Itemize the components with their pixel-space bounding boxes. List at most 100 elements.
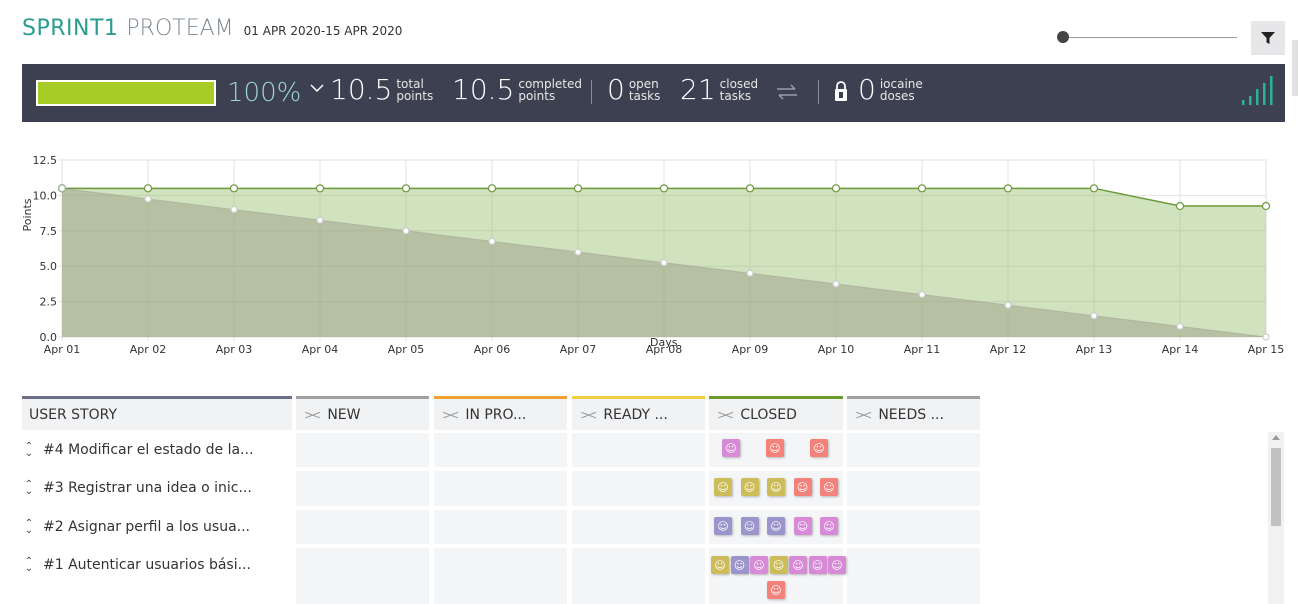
data-point bbox=[746, 269, 754, 277]
data-point bbox=[1175, 201, 1185, 211]
data-point bbox=[917, 184, 927, 193]
y-axis-label: Points bbox=[21, 198, 34, 231]
progress-bar bbox=[36, 80, 216, 106]
column-label: CLOSED bbox=[740, 406, 797, 423]
task-card[interactable]: ☺ bbox=[808, 556, 827, 574]
data-point bbox=[402, 227, 410, 235]
y-tick-label: 7.5 bbox=[40, 225, 58, 238]
data-point bbox=[745, 184, 755, 193]
task-card[interactable]: ☺ bbox=[767, 478, 785, 496]
data-point bbox=[487, 184, 497, 193]
x-tick-label: Apr 07 bbox=[560, 343, 597, 356]
y-tick-label: 10.0 bbox=[33, 189, 58, 202]
completed-points-stat: 10.5 completed points bbox=[452, 76, 582, 104]
fold-column-icon[interactable]: > < bbox=[580, 407, 597, 422]
data-point bbox=[573, 184, 583, 193]
total-points-label: total points bbox=[396, 78, 433, 102]
graph-toggle-icon[interactable] bbox=[1240, 74, 1274, 106]
task-card[interactable]: ☺ bbox=[750, 556, 768, 574]
scroll-up-arrow[interactable] bbox=[1272, 435, 1280, 440]
data-point bbox=[659, 184, 669, 193]
filter-icon bbox=[1261, 32, 1275, 44]
column-header[interactable]: > < NEEDS ... bbox=[847, 396, 980, 430]
divider bbox=[591, 80, 592, 104]
column-header[interactable]: > < CLOSED bbox=[709, 396, 843, 430]
y-axis-ticks: 0.0 2.5 5.0 7.5 10.0 12.5 bbox=[33, 154, 58, 344]
progress-percent: 100% bbox=[227, 78, 302, 108]
task-card[interactable]: ☺ bbox=[711, 556, 729, 574]
column-header[interactable]: > < READY ... bbox=[572, 396, 705, 430]
task-card[interactable]: ☺ bbox=[767, 517, 785, 535]
iocaine-label: iocaine doses bbox=[880, 78, 923, 102]
task-card[interactable]: ☺ bbox=[828, 556, 846, 574]
task-card[interactable]: ☺ bbox=[740, 517, 759, 535]
fold-column-icon[interactable]: > < bbox=[855, 407, 872, 422]
task-card[interactable]: ☺ bbox=[769, 556, 788, 574]
task-card[interactable]: ☺ bbox=[722, 439, 740, 457]
x-tick-label: Apr 15 bbox=[1248, 343, 1285, 356]
board-cell bbox=[434, 433, 567, 467]
column-label: READY ... bbox=[603, 406, 668, 423]
user-story-row[interactable]: ⌃ ⌄ #3 Registrar una idea o inic... bbox=[22, 471, 292, 505]
label-line: tasks bbox=[719, 89, 752, 103]
task-card[interactable]: ☺ bbox=[766, 439, 784, 457]
board-cell bbox=[296, 510, 429, 544]
user-story-row[interactable]: ⌃ ⌄ #4 Modificar el estado de la... bbox=[22, 433, 292, 467]
task-card[interactable]: ☺ bbox=[730, 556, 749, 574]
board-cell bbox=[434, 471, 567, 506]
chevron-down-icon[interactable] bbox=[310, 81, 324, 95]
label-line: completed bbox=[518, 77, 583, 91]
data-point bbox=[58, 184, 66, 192]
user-story-title[interactable]: #4 Modificar el estado de la... bbox=[43, 442, 254, 458]
task-card[interactable]: ☺ bbox=[820, 517, 838, 535]
task-card[interactable]: ☺ bbox=[820, 478, 838, 496]
task-card[interactable]: ☺ bbox=[793, 478, 812, 496]
user-story-title[interactable]: #3 Registrar una idea o inic... bbox=[43, 480, 252, 496]
task-card[interactable]: ☺ bbox=[793, 517, 812, 535]
slider-knob[interactable] bbox=[1057, 31, 1069, 43]
user-story-row[interactable]: ⌃ ⌄ #1 Autenticar usuarios bási... bbox=[22, 548, 292, 582]
expand-row-icon[interactable]: ⌃ ⌄ bbox=[24, 556, 34, 574]
column-header[interactable]: > < NEW bbox=[296, 396, 429, 430]
task-card[interactable]: ☺ bbox=[767, 581, 785, 599]
label-line: tasks bbox=[628, 89, 661, 103]
board-cell bbox=[572, 433, 705, 467]
expand-row-icon[interactable]: ⌃ ⌄ bbox=[24, 518, 34, 536]
expand-row-icon[interactable]: ⌃ ⌄ bbox=[24, 441, 34, 459]
data-point bbox=[401, 184, 411, 193]
y-tick-label: 12.5 bbox=[33, 154, 58, 167]
y-tick-label: 2.5 bbox=[40, 296, 58, 309]
task-card[interactable]: ☺ bbox=[740, 478, 759, 496]
board-cell bbox=[434, 510, 567, 544]
board-cell bbox=[296, 433, 429, 467]
y-tick-label: 5.0 bbox=[40, 260, 58, 273]
expand-row-icon[interactable]: ⌃ ⌄ bbox=[24, 479, 34, 497]
task-card[interactable]: ☺ bbox=[789, 556, 807, 574]
user-story-title[interactable]: #2 Asignar perfil a los usua... bbox=[43, 519, 251, 535]
user-story-row[interactable]: ⌃ ⌄ #2 Asignar perfil a los usua... bbox=[22, 510, 292, 544]
user-story-title[interactable]: #1 Autenticar usuarios bási... bbox=[43, 557, 251, 573]
closed-tasks-label: closed tasks bbox=[720, 78, 759, 102]
fold-column-icon[interactable]: > < bbox=[717, 407, 734, 422]
vertical-scrollbar[interactable] bbox=[1268, 432, 1284, 604]
project-name: PROTEAM bbox=[126, 16, 234, 41]
task-card[interactable]: ☺ bbox=[810, 439, 828, 457]
board-cell bbox=[847, 548, 980, 604]
scrollbar-thumb[interactable] bbox=[1271, 448, 1281, 526]
board-cell bbox=[434, 548, 567, 604]
column-header[interactable]: > < IN PRO... bbox=[434, 396, 567, 430]
data-point bbox=[831, 184, 841, 193]
x-tick-label: Apr 14 bbox=[1162, 343, 1199, 356]
x-axis-ticks: Apr 01 Apr 02 Apr 03 Apr 04 Apr 05 Apr 06 Apr … bbox=[44, 343, 1285, 356]
x-tick-label: Apr 13 bbox=[1076, 343, 1113, 356]
fold-column-icon[interactable]: > < bbox=[442, 407, 459, 422]
task-card[interactable]: ☺ bbox=[714, 517, 732, 535]
data-point bbox=[1089, 184, 1099, 193]
y-tick-label: 0.0 bbox=[40, 331, 58, 344]
task-card[interactable]: ☺ bbox=[714, 478, 732, 496]
filter-button[interactable] bbox=[1251, 21, 1285, 55]
board-cell bbox=[847, 510, 980, 544]
zoom-slider[interactable] bbox=[1057, 31, 1237, 43]
fold-column-icon[interactable]: > < bbox=[304, 407, 321, 422]
slider-track bbox=[1063, 37, 1237, 38]
